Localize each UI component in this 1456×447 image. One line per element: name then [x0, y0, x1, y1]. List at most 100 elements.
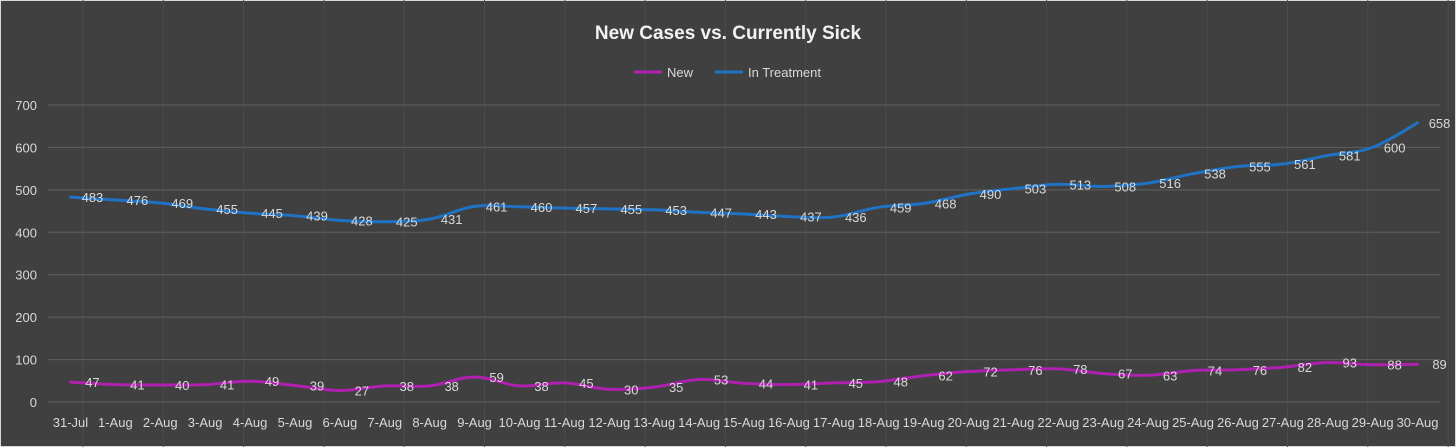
- data-label-new: 27: [355, 384, 369, 399]
- x-tick-label: 8-Aug: [412, 415, 447, 430]
- x-tick-label: 9-Aug: [457, 415, 492, 430]
- x-tick-label: 5-Aug: [278, 415, 313, 430]
- y-tick-label: 300: [15, 268, 37, 283]
- data-label-new: 40: [175, 378, 189, 393]
- x-tick-label: 1-Aug: [98, 415, 133, 430]
- data-label-in-treatment: 443: [755, 207, 777, 222]
- data-label-new: 76: [1253, 363, 1267, 378]
- data-label-new: 93: [1343, 356, 1357, 371]
- data-label-in-treatment: 483: [82, 190, 104, 205]
- data-label-new: 59: [489, 370, 503, 385]
- y-tick-label: 500: [15, 183, 37, 198]
- x-tick-label: 2-Aug: [143, 415, 178, 430]
- data-label-in-treatment: 490: [980, 187, 1002, 202]
- data-label-in-treatment: 658: [1429, 116, 1451, 131]
- data-label-new: 30: [624, 382, 638, 397]
- data-label-new: 74: [1208, 364, 1222, 379]
- y-tick-label: 400: [15, 225, 37, 240]
- x-tick-label: 12-Aug: [588, 415, 630, 430]
- y-tick-label: 700: [15, 98, 37, 113]
- data-label-new: 38: [444, 379, 458, 394]
- y-tick-label: 0: [30, 395, 37, 410]
- data-label-in-treatment: 425: [396, 215, 418, 230]
- x-tick-label: 21-Aug: [992, 415, 1034, 430]
- x-tick-label: 30-Aug: [1397, 415, 1439, 430]
- x-tick-label: 20-Aug: [948, 415, 990, 430]
- x-tick-label: 13-Aug: [633, 415, 675, 430]
- data-label-new: 82: [1298, 360, 1312, 375]
- chart-title: New Cases vs. Currently Sick: [595, 23, 862, 44]
- x-tick-label: 31-Jul: [53, 415, 89, 430]
- data-label-new: 41: [220, 378, 234, 393]
- x-tick-label: 3-Aug: [188, 415, 223, 430]
- data-label-in-treatment: 508: [1114, 179, 1136, 194]
- x-tick-label: 23-Aug: [1082, 415, 1124, 430]
- data-label-in-treatment: 513: [1069, 177, 1091, 192]
- data-label-in-treatment: 455: [620, 202, 642, 217]
- data-label-in-treatment: 431: [441, 212, 463, 227]
- x-tick-label: 14-Aug: [678, 415, 720, 430]
- data-label-new: 44: [759, 376, 773, 391]
- data-label-new: 67: [1118, 367, 1132, 382]
- data-label-in-treatment: 476: [127, 193, 149, 208]
- x-tick-label: 4-Aug: [233, 415, 268, 430]
- x-tick-label: 28-Aug: [1307, 415, 1349, 430]
- x-tick-label: 29-Aug: [1352, 415, 1394, 430]
- x-tick-label: 27-Aug: [1262, 415, 1304, 430]
- x-tick-label: 11-Aug: [544, 415, 585, 430]
- data-label-in-treatment: 445: [261, 206, 283, 221]
- data-label-in-treatment: 437: [800, 210, 822, 225]
- data-label-new: 35: [669, 380, 683, 395]
- series-line-new: [69, 360, 1419, 393]
- data-label-new: 88: [1387, 358, 1401, 373]
- data-label-new: 76: [1028, 363, 1042, 378]
- data-label-in-treatment: 447: [710, 205, 732, 220]
- y-tick-label: 200: [15, 310, 37, 325]
- legend: New In Treatment: [634, 65, 821, 80]
- data-label-new: 39: [310, 378, 324, 393]
- data-label-in-treatment: 561: [1294, 157, 1316, 172]
- data-label-in-treatment: 453: [665, 203, 687, 218]
- data-label-in-treatment: 600: [1384, 140, 1406, 155]
- data-label-in-treatment: 461: [486, 199, 508, 214]
- data-label-in-treatment: 468: [935, 196, 957, 211]
- data-label-new: 89: [1432, 357, 1446, 372]
- legend-label-in-treatment: In Treatment: [748, 65, 821, 80]
- data-label-in-treatment: 538: [1204, 167, 1226, 182]
- x-tick-label: 25-Aug: [1172, 415, 1214, 430]
- data-label-new: 63: [1163, 368, 1177, 383]
- legend-label-new: New: [667, 65, 694, 80]
- data-label-in-treatment: 555: [1249, 160, 1271, 175]
- x-tick-label: 18-Aug: [858, 415, 900, 430]
- data-label-new: 45: [849, 376, 863, 391]
- data-label-in-treatment: 503: [1025, 182, 1047, 197]
- series-line-in-treatment: [69, 121, 1419, 224]
- data-label-new: 48: [893, 375, 907, 390]
- data-label-in-treatment: 455: [216, 202, 238, 217]
- data-label-new: 62: [938, 369, 952, 384]
- data-label-new: 78: [1073, 362, 1087, 377]
- x-tick-label: 24-Aug: [1127, 415, 1169, 430]
- x-tick-label: 16-Aug: [768, 415, 810, 430]
- data-label-in-treatment: 439: [306, 209, 328, 224]
- x-tick-label: 10-Aug: [499, 415, 541, 430]
- y-tick-label: 600: [15, 140, 37, 155]
- data-label-new: 53: [714, 373, 728, 388]
- y-tick-label: 100: [15, 353, 37, 368]
- x-tick-label: 6-Aug: [323, 415, 358, 430]
- data-label-in-treatment: 581: [1339, 148, 1361, 163]
- data-label-new: 49: [265, 374, 279, 389]
- data-label-new: 38: [534, 379, 548, 394]
- data-label-in-treatment: 436: [845, 210, 867, 225]
- data-label-in-treatment: 460: [531, 200, 553, 215]
- data-label-new: 41: [804, 378, 818, 393]
- data-label-in-treatment: 459: [890, 200, 912, 215]
- data-label-in-treatment: 516: [1159, 176, 1181, 191]
- x-tick-label: 15-Aug: [723, 415, 765, 430]
- x-tick-label: 22-Aug: [1037, 415, 1079, 430]
- data-label-new: 41: [130, 378, 144, 393]
- data-label-in-treatment: 457: [576, 201, 598, 216]
- data-label-in-treatment: 469: [171, 196, 193, 211]
- data-label-new: 45: [579, 376, 593, 391]
